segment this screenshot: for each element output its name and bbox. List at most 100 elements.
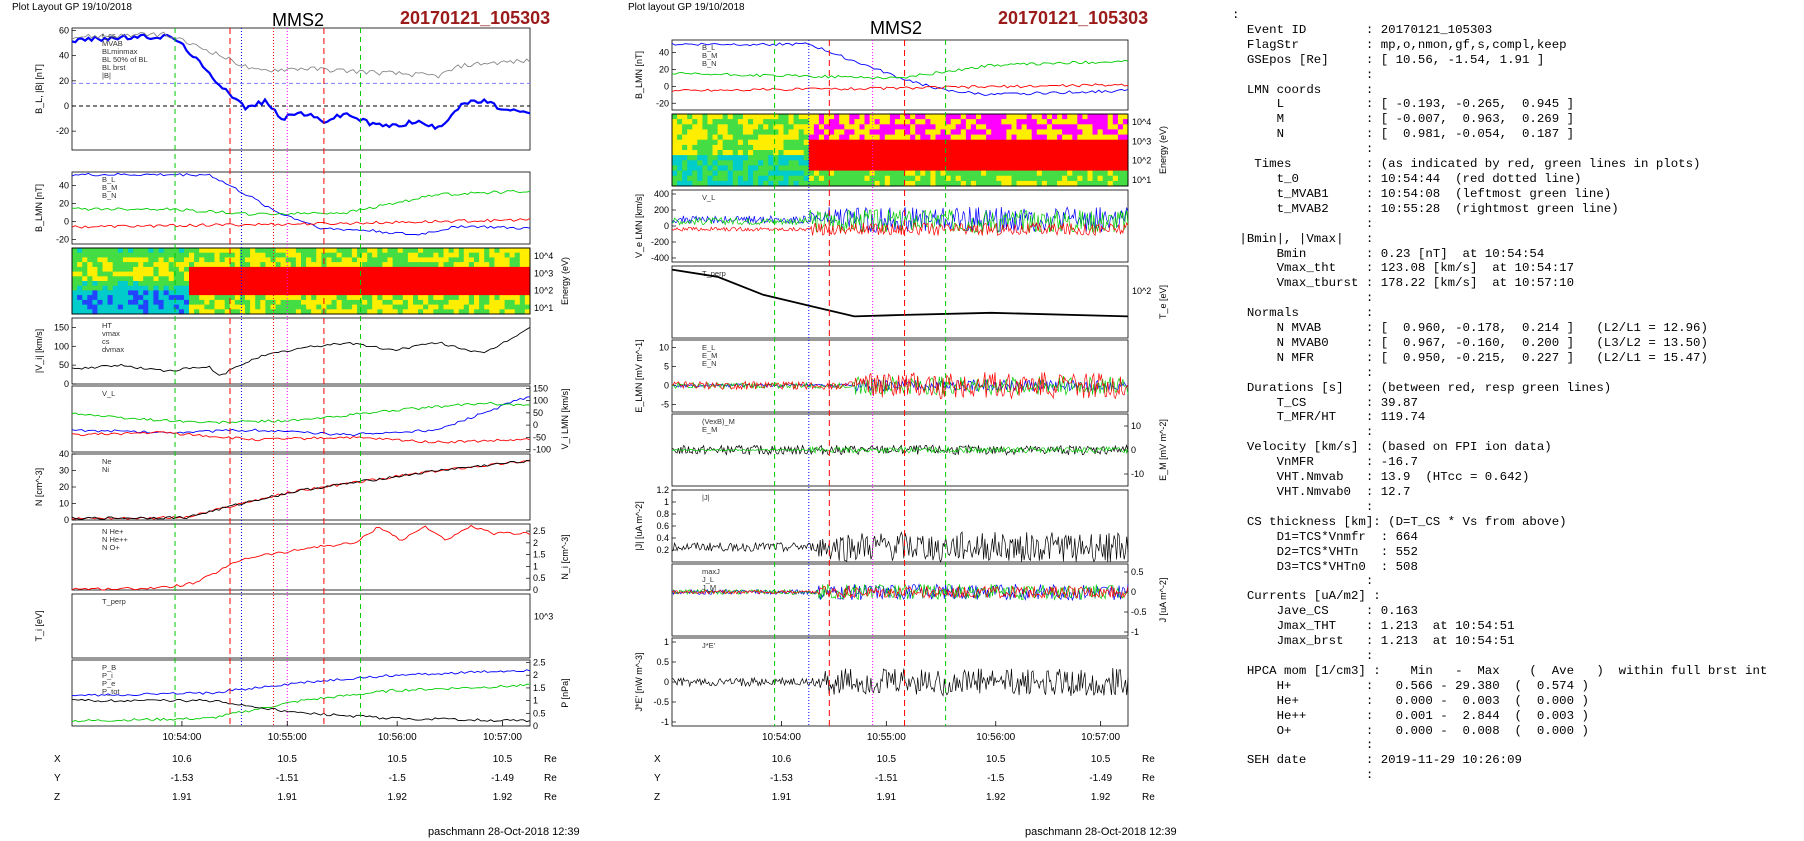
spectrogram-cell <box>468 309 475 315</box>
spectrogram-cell <box>829 114 835 120</box>
spectrogram-cell <box>879 139 886 146</box>
spectrogram-cell <box>727 155 734 161</box>
spectrogram-cell <box>178 271 185 277</box>
y-tick-label: 400 <box>654 189 669 199</box>
spectrogram-cell <box>1082 124 1088 130</box>
spectrogram-cell <box>199 271 205 277</box>
panel-frame <box>71 247 531 315</box>
spectrogram-cell <box>428 257 434 263</box>
spectrogram-cell <box>783 119 790 125</box>
spectrogram-cell <box>280 281 287 287</box>
spectrogram-cell <box>219 281 226 287</box>
spectrogram-cell <box>844 119 850 125</box>
spectrogram-cell <box>1087 129 1094 135</box>
spectrogram-cell <box>514 281 521 287</box>
info-line: Vmax_tburst : 178.22 [km/s] at 10:57:10 <box>1232 276 1575 291</box>
spectrogram-cell <box>524 295 531 301</box>
spectrogram-cell <box>458 309 465 315</box>
spectrogram-cell <box>910 119 916 125</box>
spectrogram-cell <box>443 290 450 296</box>
spectrogram-cell <box>945 180 952 187</box>
spectrogram-cell <box>234 299 241 306</box>
spectrogram-cell <box>245 304 251 310</box>
spectrogram-cell <box>884 180 891 187</box>
spectrogram-cell <box>428 304 434 310</box>
spectrogram-cell <box>940 150 947 156</box>
spectrogram-cell <box>397 309 404 315</box>
spectrogram-cell <box>102 281 109 287</box>
spectrogram-cell <box>1102 119 1109 125</box>
spectrogram-cell <box>687 150 693 156</box>
y-axis-label: B_L, |B| [nT] <box>34 64 44 114</box>
y-tick-label: 20 <box>59 482 69 492</box>
spectrogram-cell <box>163 309 170 315</box>
spectrogram-cell <box>732 114 739 120</box>
spectrogram-cell <box>981 144 987 151</box>
spectrogram-cell <box>504 309 511 315</box>
spectrogram-cell <box>753 139 759 146</box>
spectrogram-cell <box>387 252 394 258</box>
spectrogram-cell <box>834 155 840 161</box>
spectrogram-cell <box>77 281 83 287</box>
spectrogram-cell <box>894 165 901 171</box>
spectrogram-cell <box>290 309 297 315</box>
y-tick-label: -50 <box>533 432 546 442</box>
pos-axis-label: Y <box>654 773 661 784</box>
spectrogram-cell <box>854 139 860 146</box>
spectrogram-cell <box>173 281 180 287</box>
spectrogram-cell <box>981 119 987 125</box>
spectrogram-cell <box>341 266 348 273</box>
y-tick-label: 10^3 <box>534 268 553 278</box>
spectrogram-cell <box>783 129 790 135</box>
spectrogram-cell <box>219 266 226 273</box>
spectrogram-cell <box>986 144 992 151</box>
spectrogram-cell <box>920 124 926 130</box>
y-tick-label: 10^3 <box>1132 136 1151 146</box>
spectrogram-cell <box>239 257 246 263</box>
spectrogram-cell <box>128 290 134 296</box>
spectrogram-cell <box>168 295 175 301</box>
spectrogram-cell <box>377 281 383 287</box>
spectrogram-cell <box>1057 144 1063 151</box>
spectrogram-cell <box>479 276 485 282</box>
spectrogram-cell <box>1052 114 1058 120</box>
spectrogram-cell <box>72 248 78 254</box>
info-line: : <box>1232 425 1374 440</box>
spectrogram-cell <box>844 160 850 166</box>
spectrogram-cell <box>818 139 825 146</box>
spectrogram-cell <box>859 150 866 156</box>
spectrogram-cell <box>158 290 165 296</box>
spectrogram-cell <box>229 285 236 291</box>
spectrogram-cell <box>727 129 734 135</box>
spectrogram-cell <box>742 114 749 120</box>
spectrogram-cell <box>1097 165 1104 171</box>
spectrogram-cell <box>697 180 703 187</box>
spectrogram-cell <box>737 134 744 141</box>
spectrogram-cell <box>813 144 820 151</box>
spectrogram-cell <box>976 160 982 166</box>
spectrogram-cell <box>321 295 327 301</box>
spectrogram-cell <box>965 124 972 130</box>
y-tick-label: 0.4 <box>656 533 669 543</box>
spectrogram-cell <box>112 257 119 263</box>
spectrogram-cell <box>793 160 800 166</box>
spectrogram-cell <box>184 271 190 277</box>
spectrogram-cell <box>768 170 774 177</box>
spectrogram-cell <box>1006 129 1012 135</box>
spectrogram-cell <box>793 175 800 182</box>
spectrogram-cell <box>1041 175 1048 182</box>
spectrogram-cell <box>677 134 683 141</box>
spectrogram-cell <box>479 262 485 268</box>
spectrogram-cell <box>1067 134 1073 141</box>
right-event-label: 20170121_105303 <box>998 8 1149 28</box>
spectrogram-cell <box>1077 124 1083 130</box>
spectrogram-cell <box>672 160 678 166</box>
spectrogram-cell <box>996 139 1002 146</box>
spectrogram-cell <box>930 180 936 187</box>
spectrogram-cell <box>981 134 987 141</box>
spectrogram-cell <box>1016 124 1023 130</box>
series-line-p-tot <box>71 669 531 697</box>
spectrogram-cell <box>925 170 931 177</box>
legend-entry: BLminmax <box>102 47 138 56</box>
spectrogram-cell <box>245 285 251 291</box>
